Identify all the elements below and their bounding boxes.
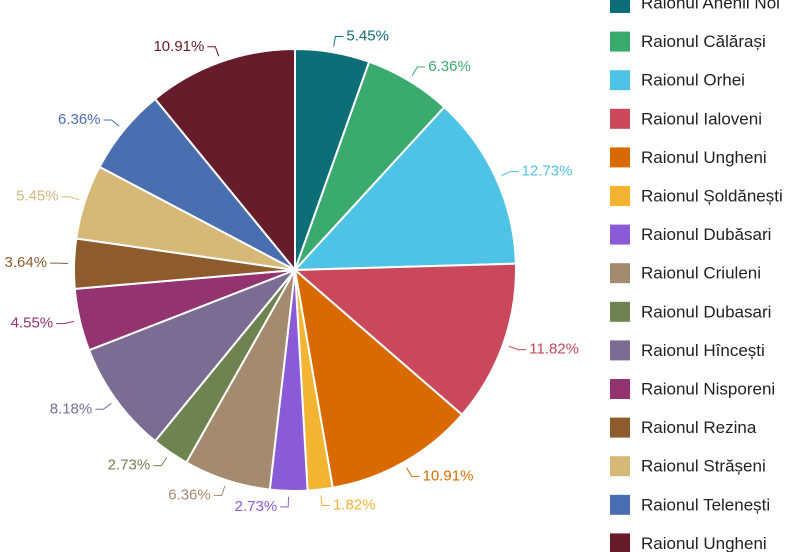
legend-swatch (610, 417, 630, 438)
legend-swatch (610, 224, 630, 245)
leader-line (95, 403, 112, 410)
leader-line (411, 66, 426, 76)
legend-swatch (610, 186, 630, 206)
data-label: 1.82% (333, 496, 376, 513)
pie-slice (87, 267, 299, 443)
legend-swatch (610, 0, 630, 13)
legend-label: Raionul Șoldănești (641, 186, 783, 205)
leader-line (153, 457, 168, 467)
legend-label: Raionul Telenești (641, 495, 770, 514)
data-label: 12.73% (522, 162, 573, 179)
data-label: 6.36% (168, 486, 211, 503)
pie-slice (292, 105, 517, 272)
legend-swatch (610, 108, 630, 129)
legend-label: Raionul Criuleni (641, 264, 761, 283)
legend-swatch (610, 147, 630, 168)
legend-swatch (610, 533, 630, 552)
leader-line (501, 170, 519, 177)
legend-label: Raionul Dubăsari (641, 225, 771, 244)
data-label: 11.82% (529, 341, 579, 358)
leader-line (508, 345, 527, 351)
legend-label: Raionul Călărași (641, 32, 766, 51)
data-label: 4.55% (11, 315, 54, 332)
legend-label: Raionul Ungheni (641, 534, 767, 552)
legend-swatch (610, 70, 630, 91)
legend-label: Raionul Ungheni (641, 148, 767, 167)
legend-swatch (610, 31, 630, 52)
legend-swatch (610, 379, 630, 399)
legend-label: Raionul Dubasari (641, 302, 771, 321)
data-label: 5.45% (16, 188, 59, 205)
data-label: 3.64% (5, 254, 48, 271)
leader-line (320, 495, 331, 506)
legend-label: Raionul Nisporeni (641, 379, 775, 398)
legend-label: Raionul Rezina (641, 418, 757, 437)
leader-line (280, 496, 290, 508)
leader-line (61, 196, 80, 201)
leader-line (406, 467, 420, 477)
pie-slice (153, 47, 296, 273)
legend-label: Raionul Orhei (641, 71, 745, 90)
legend-swatch (610, 494, 630, 515)
pie-slice (292, 262, 517, 417)
data-label: 2.73% (235, 498, 278, 515)
legend-label: Raionul Strășeni (641, 457, 766, 476)
data-label: 10.91% (153, 38, 204, 55)
legend-label: Raionul Hîncești (641, 341, 765, 360)
leader-line (103, 119, 120, 127)
legend-label: Raionul Ialoveni (641, 109, 762, 128)
legend-swatch (610, 340, 630, 361)
legend-swatch (610, 456, 630, 477)
data-label: 5.45% (346, 27, 389, 44)
leader-line (333, 35, 344, 47)
data-label: 6.36% (58, 111, 101, 128)
legend-label: Raionul Anenii Noi (641, 0, 780, 12)
data-label: 2.73% (108, 457, 151, 474)
data-label: 8.18% (50, 400, 93, 417)
legend-swatch (610, 263, 630, 284)
legend-swatch (610, 301, 630, 322)
pie-slice (293, 267, 464, 489)
leader-line (207, 46, 220, 57)
leader-line (56, 320, 75, 325)
data-label: 6.36% (428, 58, 471, 75)
data-label: 10.91% (423, 467, 474, 484)
leader-line (213, 485, 226, 496)
